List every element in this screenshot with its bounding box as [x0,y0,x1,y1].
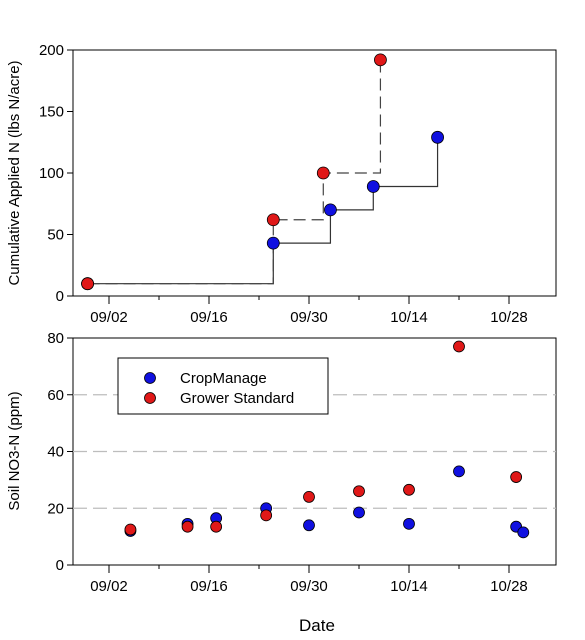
x-tick-label: 09/16 [190,578,228,595]
grower-standard-point [260,509,273,522]
x-tick-label: 09/02 [90,309,128,326]
grower-standard-point [374,53,387,67]
cropmanage-point [353,506,365,519]
grower-standard-point [510,471,523,483]
top-plot-frame [72,49,557,297]
y-tick-label: 150 [39,104,64,121]
y-tick-label: 0 [56,288,64,305]
y-tick-label: 60 [47,387,64,404]
top-x-ticks: 09/02 09/16 09/30 10/14 10/28 [90,296,528,326]
applied-n-panel: Cumulative Applied N (lbs N/acre) 0 50 100… [6,42,557,326]
cropmanage-point [366,180,380,193]
cropmanage-point [453,465,465,478]
y-tick-label: 20 [47,500,64,517]
grower-standard-point [210,520,223,533]
bottom-y-ticks: 0 20 40 60 80 [47,330,73,574]
top-points [81,53,444,291]
grower-standard-point [81,277,94,291]
cropmanage-point [431,130,444,144]
x-tick-label: 09/30 [290,578,328,595]
x-tick-label: 09/02 [90,578,128,595]
x-tick-label: 09/30 [290,309,328,326]
cropmanage-step-line [87,137,439,285]
legend-box [117,357,329,415]
grower-standard-point [266,213,280,227]
bottom-x-ticks: 09/02 09/16 09/30 10/14 10/28 [90,565,528,595]
y-tick-label: 100 [39,165,64,182]
legend-label-cropmanage: CropManage [180,370,267,387]
y-tick-label: 0 [56,557,64,574]
y-tick-label: 200 [39,42,64,59]
grower-standard-step-line [87,59,382,285]
grower-standard-point [353,485,365,498]
top-y-ticks: 0 50 100 150 200 [39,42,73,305]
y-tick-label: 50 [47,227,64,244]
cropmanage-point [324,203,337,217]
x-axis-label: Date [299,616,335,635]
grower-standard-point [303,490,315,503]
legend-marker-cropmanage [144,372,156,384]
x-tick-label: 10/28 [490,578,528,595]
legend: CropManage Grower Standard [117,357,329,415]
cropmanage-point [303,519,315,532]
grower-standard-point [181,520,194,533]
y-tick-label: 40 [47,444,64,461]
x-tick-label: 09/16 [190,309,228,326]
x-tick-label: 10/28 [490,309,528,326]
x-tick-label: 10/14 [390,578,428,595]
grower-standard-point [316,166,330,180]
bottom-points [124,340,530,539]
legend-marker-grower-standard [144,392,156,404]
grower-standard-point [124,523,137,536]
grower-standard-point [403,483,415,496]
cropmanage-point [266,236,280,250]
bottom-y-axis-label: Soil NO3-N (ppm) [6,391,23,510]
x-tick-label: 10/14 [390,309,428,326]
top-y-axis-label: Cumulative Applied N (lbs N/acre) [6,60,23,285]
cropmanage-point [403,517,415,530]
top-step-lines [87,59,439,285]
cropmanage-point [517,526,530,539]
y-tick-label: 80 [47,330,64,347]
grower-standard-point [453,340,465,353]
legend-label-grower-standard: Grower Standard [180,390,294,407]
